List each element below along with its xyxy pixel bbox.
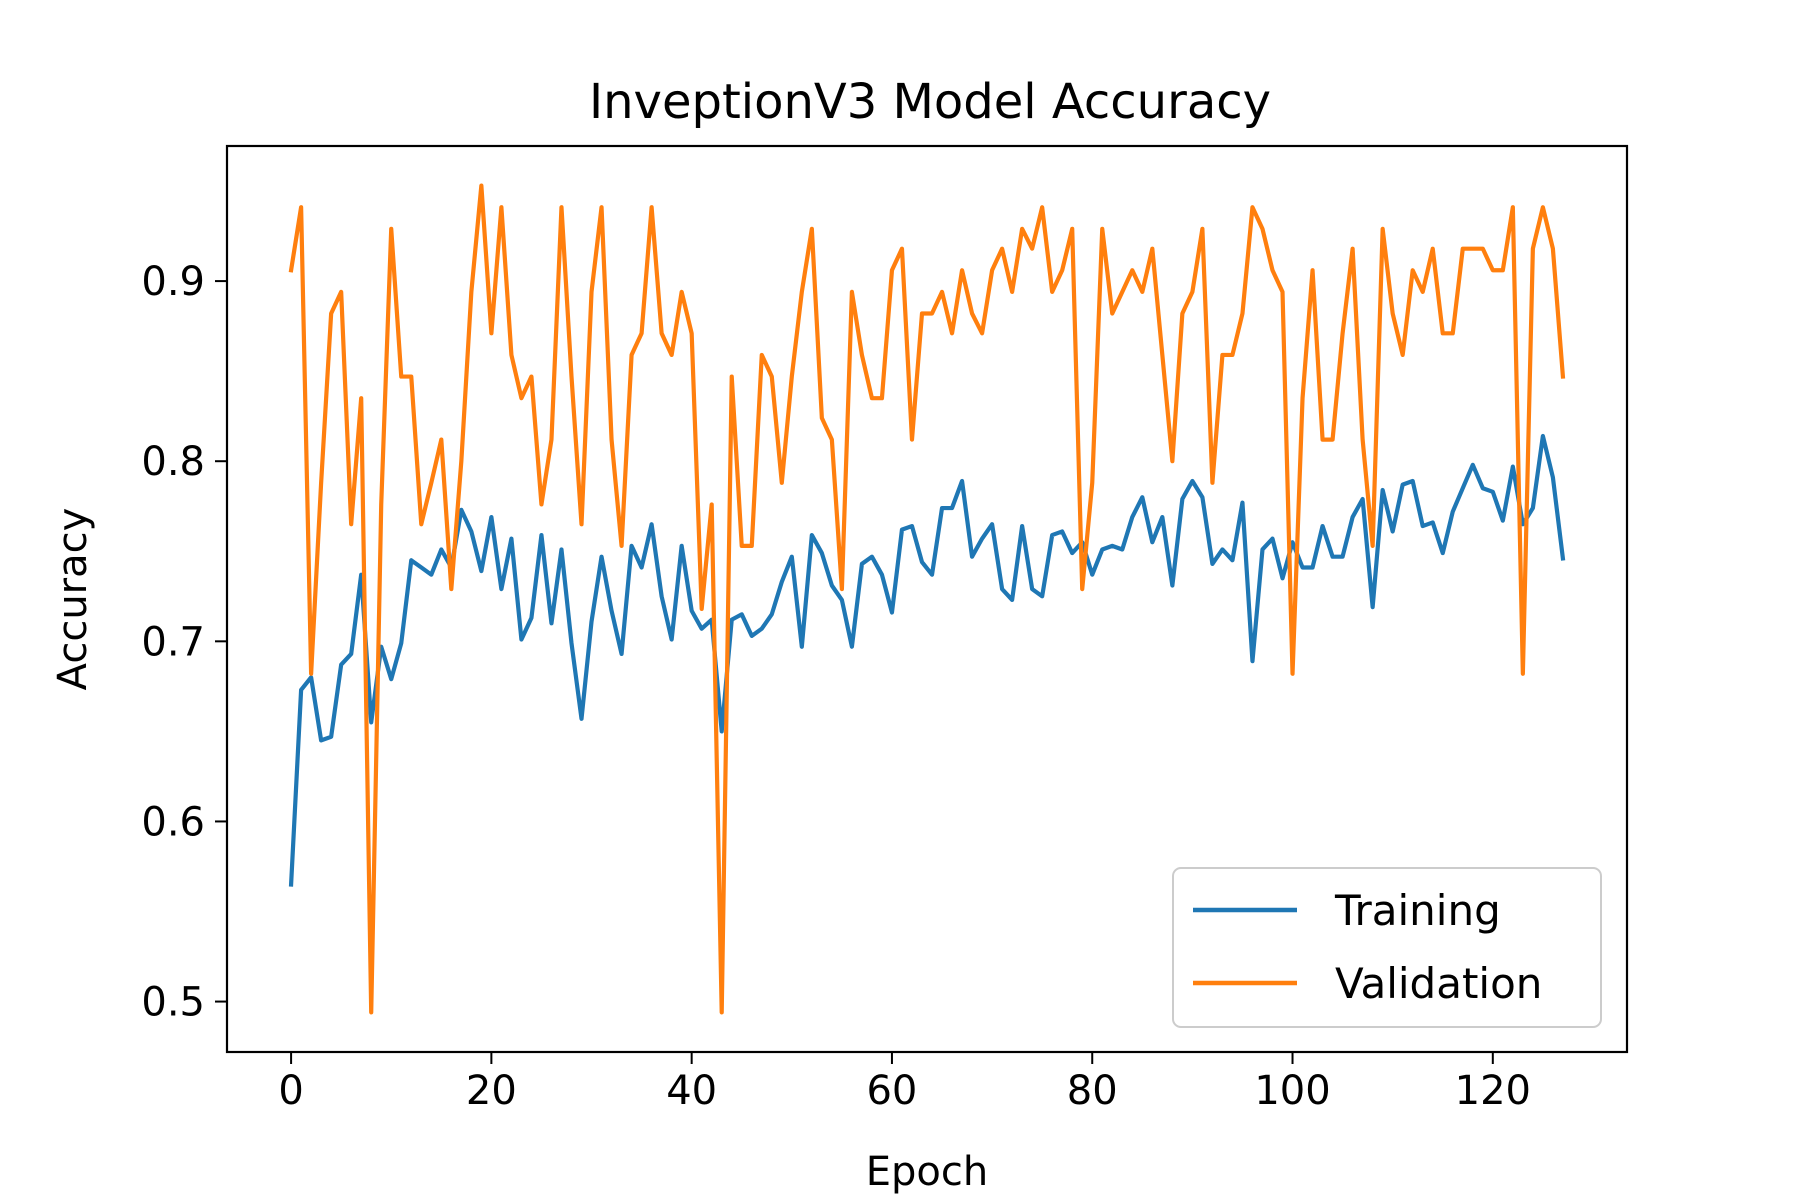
series-lines <box>288 183 1566 1015</box>
x-tick-label: 0 <box>278 1068 303 1114</box>
legend: Training Validation <box>1172 867 1602 1028</box>
y-tick-label: 0.9 <box>141 259 205 305</box>
series-line-validation <box>288 183 1566 1015</box>
x-axis-ticks: 0 20 40 60 80 100 120 <box>278 1052 1531 1114</box>
x-tick-label: 40 <box>666 1068 717 1114</box>
series-line-training <box>288 433 1566 887</box>
y-tick-label: 0.5 <box>141 980 205 1026</box>
y-axis-ticks: 0.5 0.6 0.7 0.8 0.9 <box>141 259 227 1026</box>
x-tick-label: 20 <box>466 1068 517 1114</box>
y-tick-label: 0.6 <box>141 799 205 845</box>
x-tick-label: 80 <box>1067 1068 1118 1114</box>
chart-title: InveptionV3 Model Accuracy <box>589 74 1271 130</box>
y-axis-label: Accuracy <box>50 508 96 691</box>
y-tick-label: 0.8 <box>141 439 205 485</box>
legend-label-training: Training <box>1334 886 1501 935</box>
x-tick-label: 60 <box>866 1068 917 1114</box>
x-tick-label: 120 <box>1455 1068 1531 1114</box>
x-tick-label: 100 <box>1254 1068 1330 1114</box>
plot-frame <box>225 144 1629 1054</box>
y-tick-label: 0.7 <box>141 619 205 665</box>
legend-label-validation: Validation <box>1335 959 1542 1008</box>
x-axis-label: Epoch <box>866 1149 988 1195</box>
